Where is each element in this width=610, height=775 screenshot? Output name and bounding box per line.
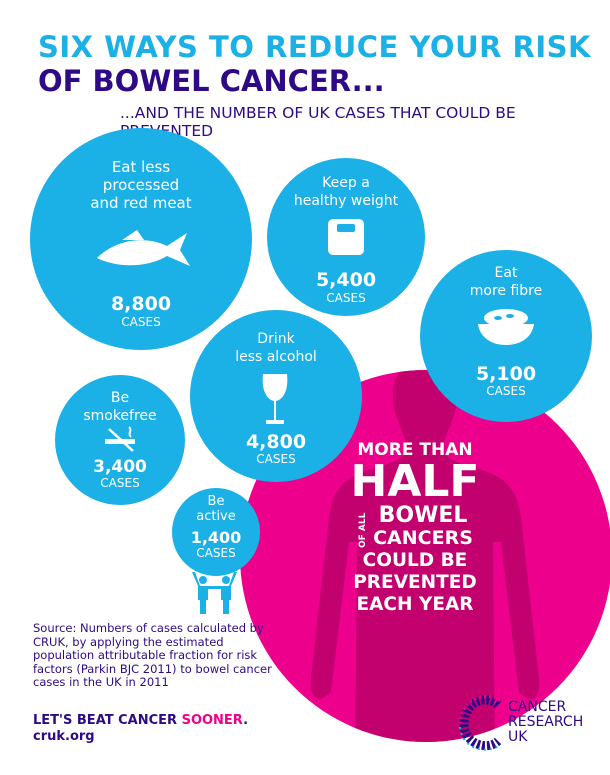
- people-cheering-icon: [192, 572, 237, 614]
- logo-line: CANCER: [508, 699, 567, 715]
- slogan-text: LET'S BEAT CANCER: [33, 713, 182, 728]
- way-label: Eat less: [111, 158, 171, 176]
- way-circle-active: Be active 1,400 CASES: [172, 488, 260, 576]
- way-unit: CASES: [486, 384, 526, 398]
- way-circle-alcohol: Drink less alcohol 4,800 CASES: [190, 310, 362, 482]
- headline-half: HALF: [350, 456, 480, 507]
- way-cases: 4,800: [245, 431, 307, 453]
- subtitle: ...AND THE NUMBER OF UK CASES THAT COULD…: [120, 104, 516, 140]
- fish-icon: [97, 230, 190, 266]
- headline-could-be: COULD BE: [362, 550, 468, 571]
- way-label: less alcohol: [235, 349, 317, 365]
- slogan: LET'S BEAT CANCER SOONER.: [33, 713, 248, 728]
- website-link[interactable]: cruk.org: [33, 729, 95, 744]
- way-circle-fibre: Eat more fibre 5,100 CASES: [420, 250, 592, 422]
- cruk-logo-icon: [458, 695, 502, 751]
- source-note: Source: Numbers of cases calculated by C…: [33, 621, 272, 689]
- way-label: Drink: [257, 331, 295, 347]
- cruk-logo-text: CANCER RESEARCH UK: [508, 700, 583, 745]
- way-circle-smokefree: Be smokefree 3,400 CASES: [55, 375, 185, 505]
- human-silhouette-icon: [310, 370, 540, 742]
- way-label: processed: [102, 176, 180, 194]
- way-label: more fibre: [469, 283, 543, 299]
- wine-glass-icon: [262, 374, 288, 424]
- title-line-2: OF BOWEL CANCER...: [38, 64, 385, 98]
- bowl-icon: [478, 309, 534, 345]
- way-unit: CASES: [326, 291, 366, 305]
- way-circle-meat: Eat less processed and red meat 8,800 CASE…: [30, 128, 252, 350]
- way-cases: 8,800: [110, 293, 172, 315]
- headline-each-year: EACH YEAR: [356, 594, 474, 615]
- way-unit: CASES: [100, 476, 140, 490]
- way-cases: 1,400: [190, 528, 242, 547]
- way-unit: CASES: [121, 315, 161, 329]
- headline-bowel: BOWEL: [378, 503, 468, 528]
- way-label: Be: [207, 494, 225, 509]
- headline-of-all: OF ALL: [358, 512, 368, 548]
- slogan-accent: SOONER: [181, 713, 244, 728]
- headline: MORE THAN HALF OF ALL BOWEL CANCERS COUL…: [350, 440, 480, 616]
- way-label: Be: [110, 390, 130, 406]
- way-label: and red meat: [90, 194, 192, 212]
- logo-line: RESEARCH: [508, 714, 584, 730]
- scale-icon: [328, 219, 364, 255]
- slogan-period: .: [243, 713, 249, 728]
- no-smoking-icon: [105, 426, 135, 452]
- way-cases: 3,400: [93, 457, 147, 477]
- way-label: Eat: [494, 265, 518, 281]
- way-label: healthy weight: [293, 193, 399, 209]
- headline-prevented: PREVENTED: [353, 572, 477, 593]
- title-line-1: SIX WAYS TO REDUCE YOUR RISK: [38, 30, 592, 64]
- way-cases: 5,100: [475, 363, 537, 385]
- headline-more-than: MORE THAN: [357, 440, 473, 460]
- logo-line: UK: [508, 729, 528, 745]
- way-cases: 5,400: [315, 269, 377, 291]
- way-label: smokefree: [83, 408, 157, 424]
- more-than-half-circle: [240, 370, 610, 742]
- way-circle-weight: Keep a healthy weight 5,400 CASES: [267, 158, 425, 316]
- way-unit: CASES: [256, 452, 296, 466]
- way-label: Keep a: [322, 175, 370, 191]
- way-label: active: [196, 509, 236, 524]
- way-unit: CASES: [196, 546, 236, 560]
- headline-cancers: CANCERS: [373, 527, 473, 549]
